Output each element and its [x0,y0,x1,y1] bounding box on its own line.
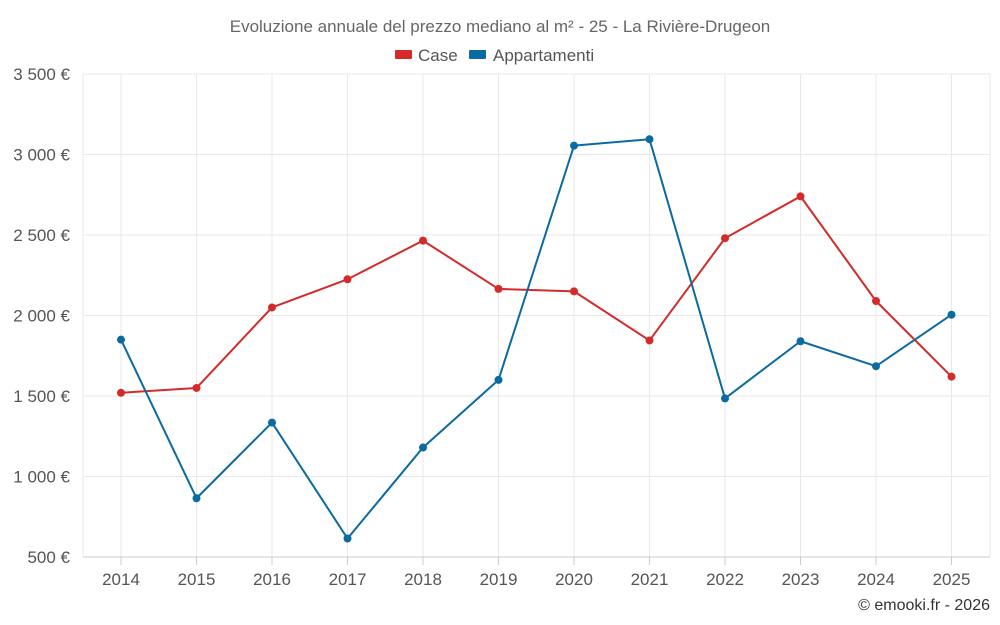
y-axis: 500 € 1 000 € 1 500 € 2 000 € 2 500 € 3 000 €… [13,65,70,567]
data-point-appartamenti [645,135,654,144]
x-axis: 2014 2015 2016 2017 2018 2019 2020 2021 2022 2023… [83,556,990,589]
data-point-appartamenti [796,337,805,346]
data-point-case [645,336,654,345]
data-point-appartamenti [721,394,729,403]
data-point-case [192,383,201,392]
data-point-appartamenti [947,310,956,319]
x-tick-label: 2015 [178,570,216,589]
x-tick-label: 2021 [631,570,669,589]
series-layer [117,135,956,543]
series-line-case [120,195,953,394]
x-tick-label: 2025 [933,570,971,589]
x-tick-label: 2024 [857,570,895,589]
x-tick-label: 2019 [480,570,518,589]
y-tick-label: 2 500 € [13,226,70,245]
data-point-appartamenti [192,494,201,503]
grid [82,73,991,557]
x-tick-label: 2022 [706,570,744,589]
data-point-appartamenti [343,534,352,543]
data-point-appartamenti [872,362,880,371]
legend-swatch-case [395,50,412,59]
data-point-case [947,372,956,381]
data-point-case [872,297,880,306]
x-tick-label: 2023 [782,570,820,589]
y-tick-label: 1 000 € [13,468,70,487]
data-point-appartamenti [268,418,276,427]
legend-label-case: Case [418,46,458,65]
data-point-case [117,388,125,397]
credit-text: © emooki.fr - 2026 [858,597,990,614]
y-tick-label: 3 000 € [13,146,70,165]
data-point-case [796,192,805,201]
data-point-case [419,236,427,245]
x-tick-label: 2020 [555,570,593,589]
x-tick-label: 2014 [102,570,140,589]
y-tick-label: 2 000 € [13,307,70,326]
y-tick-label: 1 500 € [13,387,70,406]
series-line-appartamenti [120,138,953,540]
legend-swatch-appartamenti [469,50,486,59]
legend: Case Appartamenti [395,46,594,65]
series-appartamenti [117,135,956,543]
x-tick-label: 2016 [253,570,291,589]
data-point-appartamenti [117,335,125,344]
data-point-case [494,284,503,293]
chart-title: Evoluzione annuale del prezzo mediano al… [230,17,771,36]
legend-label-appartamenti: Appartamenti [493,46,594,65]
y-tick-label: 3 500 € [13,65,70,84]
data-point-appartamenti [419,443,427,452]
data-point-case [343,275,352,284]
data-point-appartamenti [570,141,578,150]
x-tick-label: 2017 [329,570,367,589]
series-case [117,192,956,397]
y-tick-label: 500 € [27,548,70,567]
data-point-case [268,303,276,312]
data-point-case [570,287,578,296]
data-point-case [721,234,729,243]
x-tick-label: 2018 [404,570,442,589]
data-point-appartamenti [494,375,503,384]
